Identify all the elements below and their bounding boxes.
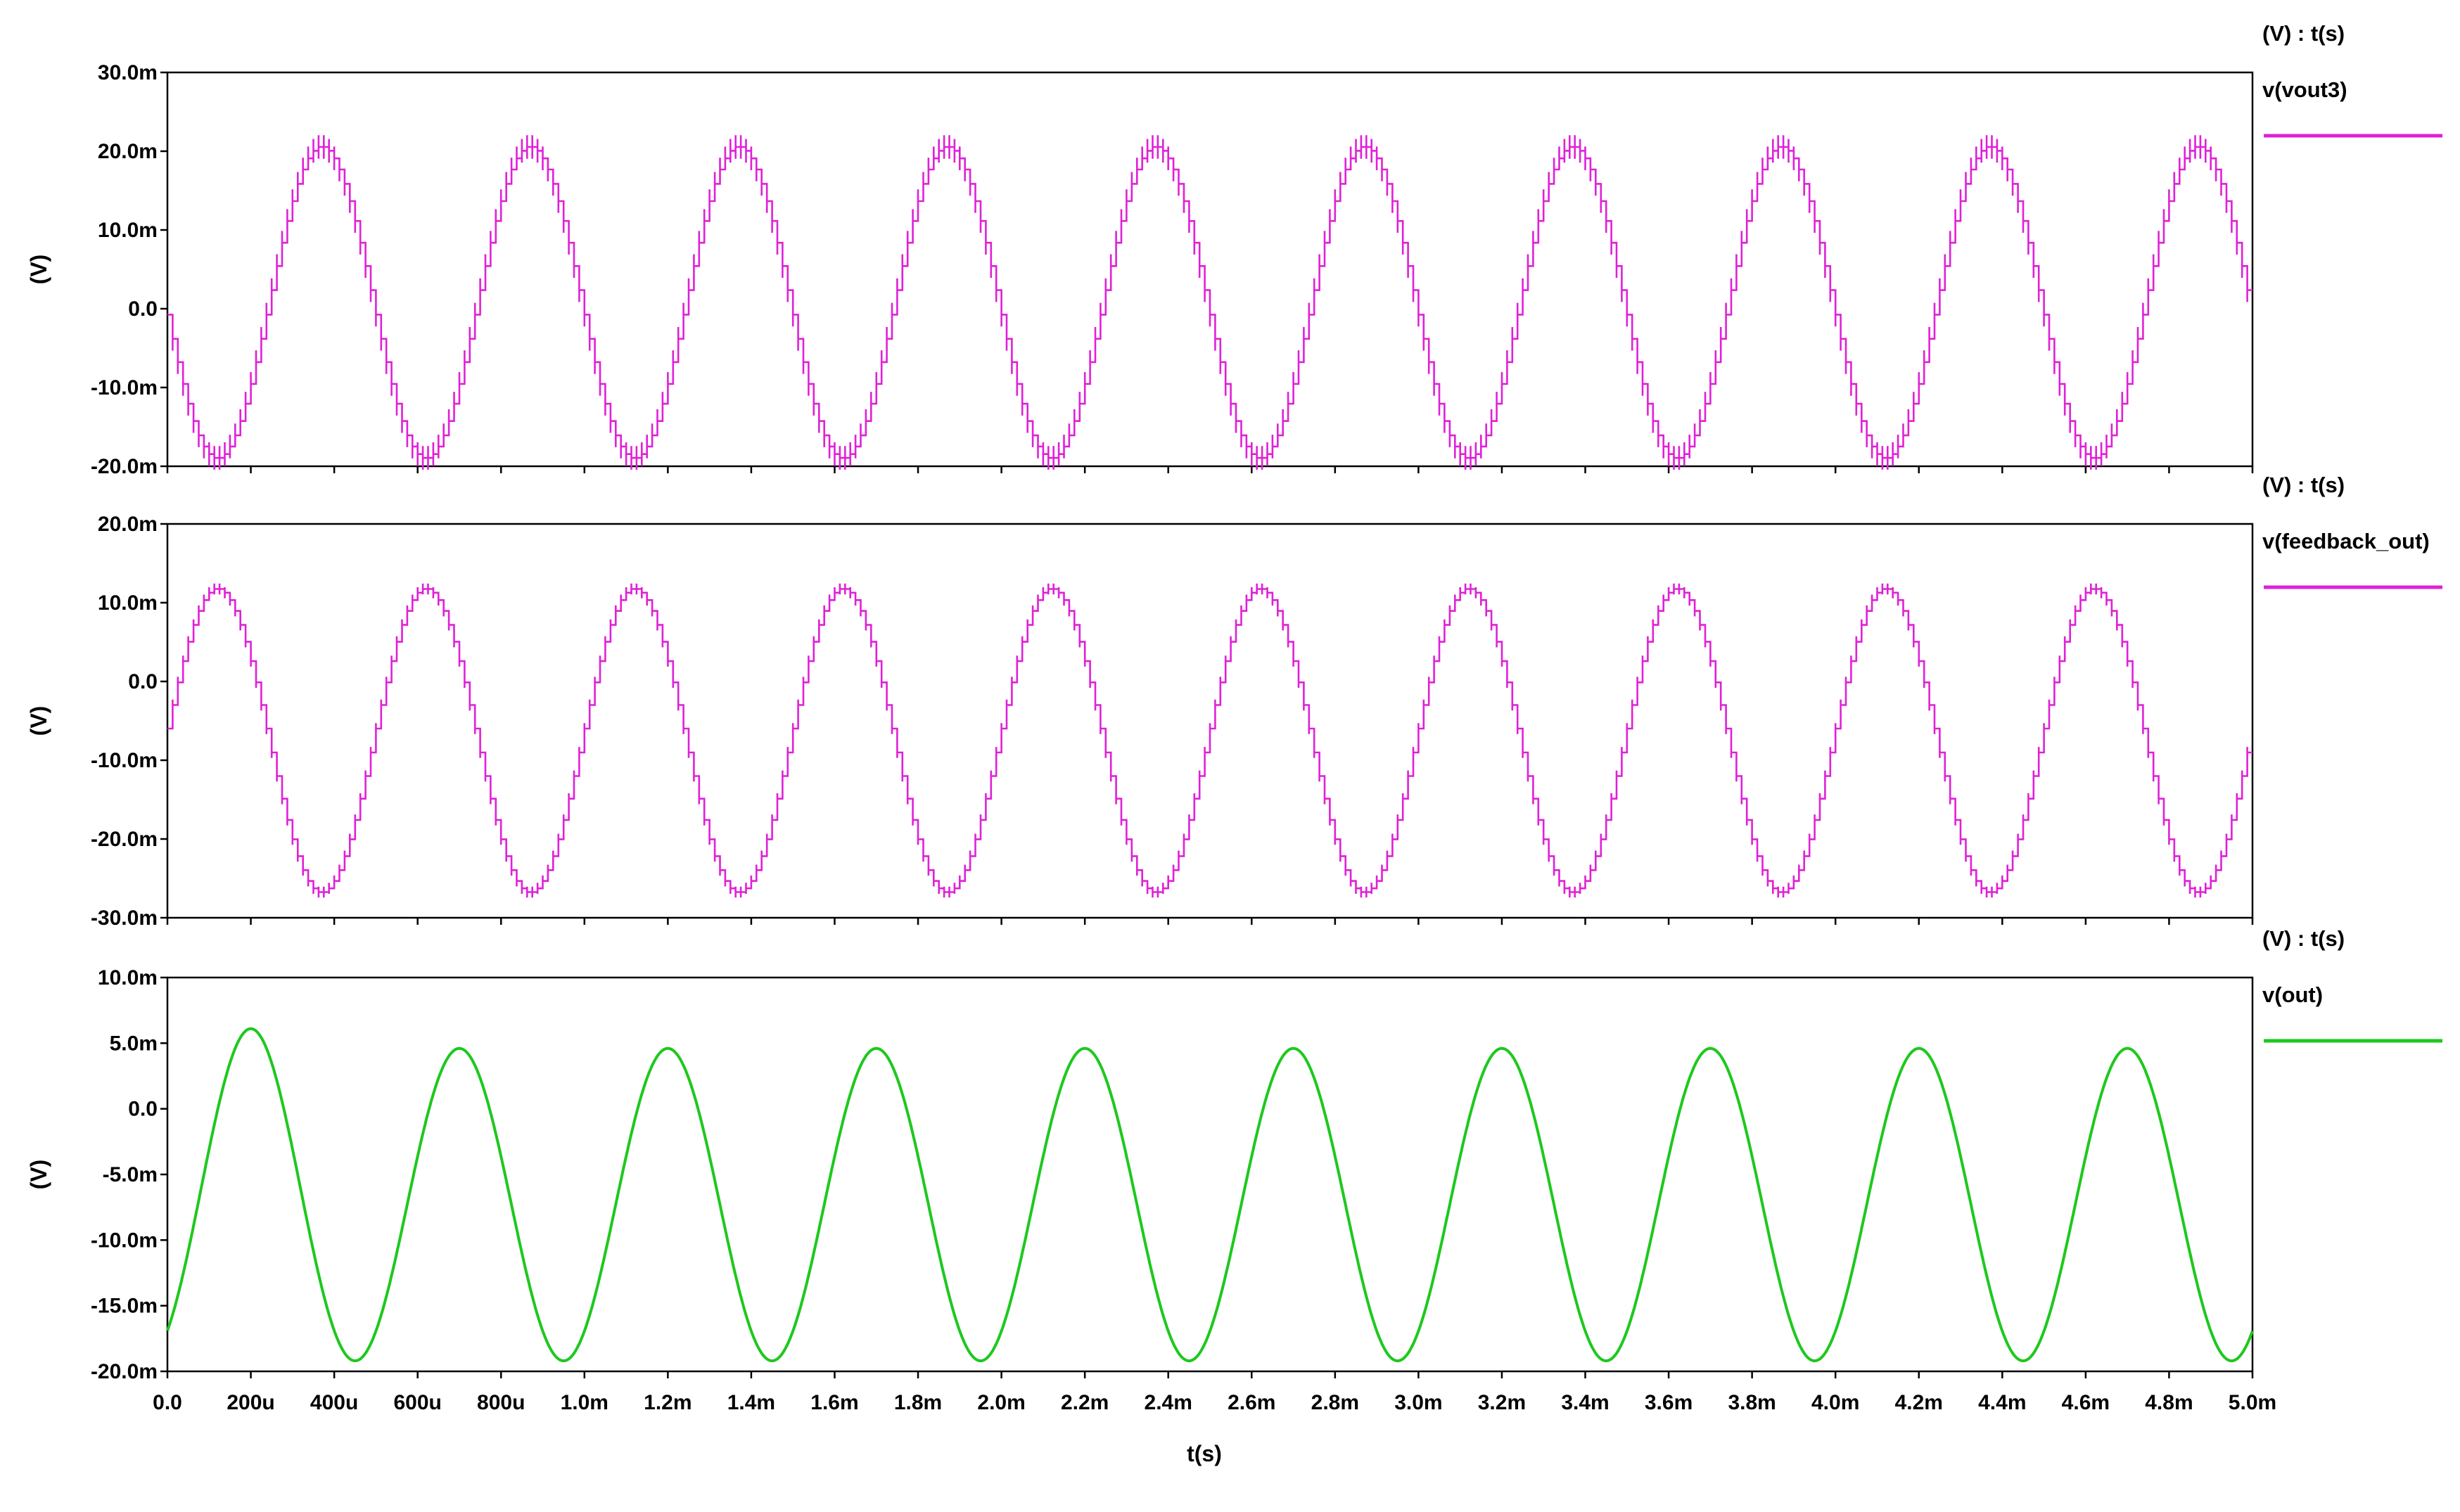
plot-panel-2: (V) : t(s) (V) 20.0m 10.0m 0.0 -10.0m -20.0m -3… bbox=[26, 473, 2442, 930]
y-tick-label: -20.0m bbox=[91, 455, 158, 478]
x-tick-label: 1.4m bbox=[727, 1391, 775, 1414]
x-tick-label: 4.6m bbox=[2062, 1391, 2110, 1414]
x-tick-label: 200u bbox=[227, 1391, 274, 1414]
x-tick-label: 4.0m bbox=[1811, 1391, 1859, 1414]
x-tick-label: 3.0m bbox=[1394, 1391, 1442, 1414]
x-tick-label: 2.6m bbox=[1228, 1391, 1275, 1414]
axis-header: (V) : t(s) bbox=[2262, 21, 2345, 46]
x-tick-label: 400u bbox=[310, 1391, 358, 1414]
y-tick-label: 10.0m bbox=[98, 219, 158, 242]
y-tick-label: 20.0m bbox=[98, 513, 158, 536]
y-axis-label: (V) bbox=[26, 1160, 51, 1190]
y-tick-label: -20.0m bbox=[91, 1360, 158, 1383]
x-tick-label: 1.8m bbox=[894, 1391, 942, 1414]
x-tick-label: 3.2m bbox=[1478, 1391, 1526, 1414]
x-tick-label: 1.6m bbox=[810, 1391, 858, 1414]
x-tick-label: 3.6m bbox=[1645, 1391, 1693, 1414]
x-tick-label: 2.4m bbox=[1145, 1391, 1192, 1414]
y-tick-label: -5.0m bbox=[103, 1163, 158, 1186]
x-tick-label: 4.2m bbox=[1895, 1391, 1943, 1414]
y-tick-label: 0.0 bbox=[128, 670, 158, 693]
y-axis-label: (V) bbox=[26, 706, 51, 736]
legend-entry-label: v(vout3) bbox=[2262, 77, 2347, 102]
x-tick-label: 2.2m bbox=[1061, 1391, 1109, 1414]
x-axis-label: t(s) bbox=[1187, 1441, 1222, 1466]
series-line-v-vout3- bbox=[167, 135, 2252, 470]
y-tick-label: -20.0m bbox=[91, 828, 158, 851]
y-tick-label: 0.0 bbox=[128, 297, 158, 321]
y-tick-label: 20.0m bbox=[98, 140, 158, 163]
x-tick-label: 1.0m bbox=[561, 1391, 608, 1414]
series-line-v-out- bbox=[166, 1027, 2254, 1363]
x-tick-label: 3.8m bbox=[1728, 1391, 1776, 1414]
x-tick-label: 1.2m bbox=[644, 1391, 692, 1414]
x-tick-label: 2.8m bbox=[1311, 1391, 1359, 1414]
plot-panel-3: (V) : t(s) (V) 10.0m 5.0m 0.0 -5.0m -10.0m -15.… bbox=[26, 926, 2442, 1466]
y-tick-label: 10.0m bbox=[98, 966, 158, 989]
y-tick-label: 0.0 bbox=[128, 1098, 158, 1121]
y-tick-label: -10.0m bbox=[91, 376, 158, 399]
plot-frame bbox=[166, 523, 2254, 919]
plot-panel-1: (V) : t(s) (V) 30.0m 20.0m 10.0m 0.0 -10.0m -20… bbox=[26, 21, 2442, 478]
y-tick-label: 10.0m bbox=[98, 591, 158, 615]
axis-header: (V) : t(s) bbox=[2262, 473, 2345, 497]
legend-entry-label: v(feedback_out) bbox=[2262, 529, 2430, 553]
x-tick-label: 2.0m bbox=[977, 1391, 1025, 1414]
legend-entry-label: v(out) bbox=[2262, 982, 2323, 1007]
y-tick-label: -30.0m bbox=[91, 906, 158, 930]
series-line-v-feedback-out- bbox=[167, 583, 2252, 898]
x-tick-label: 3.4m bbox=[1561, 1391, 1609, 1414]
plot-frame bbox=[166, 71, 2254, 468]
y-tick-label: 5.0m bbox=[110, 1032, 158, 1055]
x-tick-label: 600u bbox=[393, 1391, 441, 1414]
x-tick-label: 5.0m bbox=[2229, 1391, 2276, 1414]
y-axis-label: (V) bbox=[26, 255, 51, 285]
x-tick-label: 4.8m bbox=[2145, 1391, 2193, 1414]
y-tick-label: -10.0m bbox=[91, 1229, 158, 1252]
axis-header: (V) : t(s) bbox=[2262, 926, 2345, 951]
y-tick-label: -15.0m bbox=[91, 1295, 158, 1318]
x-tick-label: 4.4m bbox=[1978, 1391, 2026, 1414]
plot-frame bbox=[166, 976, 2254, 1373]
x-tick-label: 0.0 bbox=[153, 1391, 182, 1414]
y-tick-label: 30.0m bbox=[98, 61, 158, 84]
x-tick-label: 800u bbox=[477, 1391, 525, 1414]
y-tick-label: -10.0m bbox=[91, 749, 158, 772]
